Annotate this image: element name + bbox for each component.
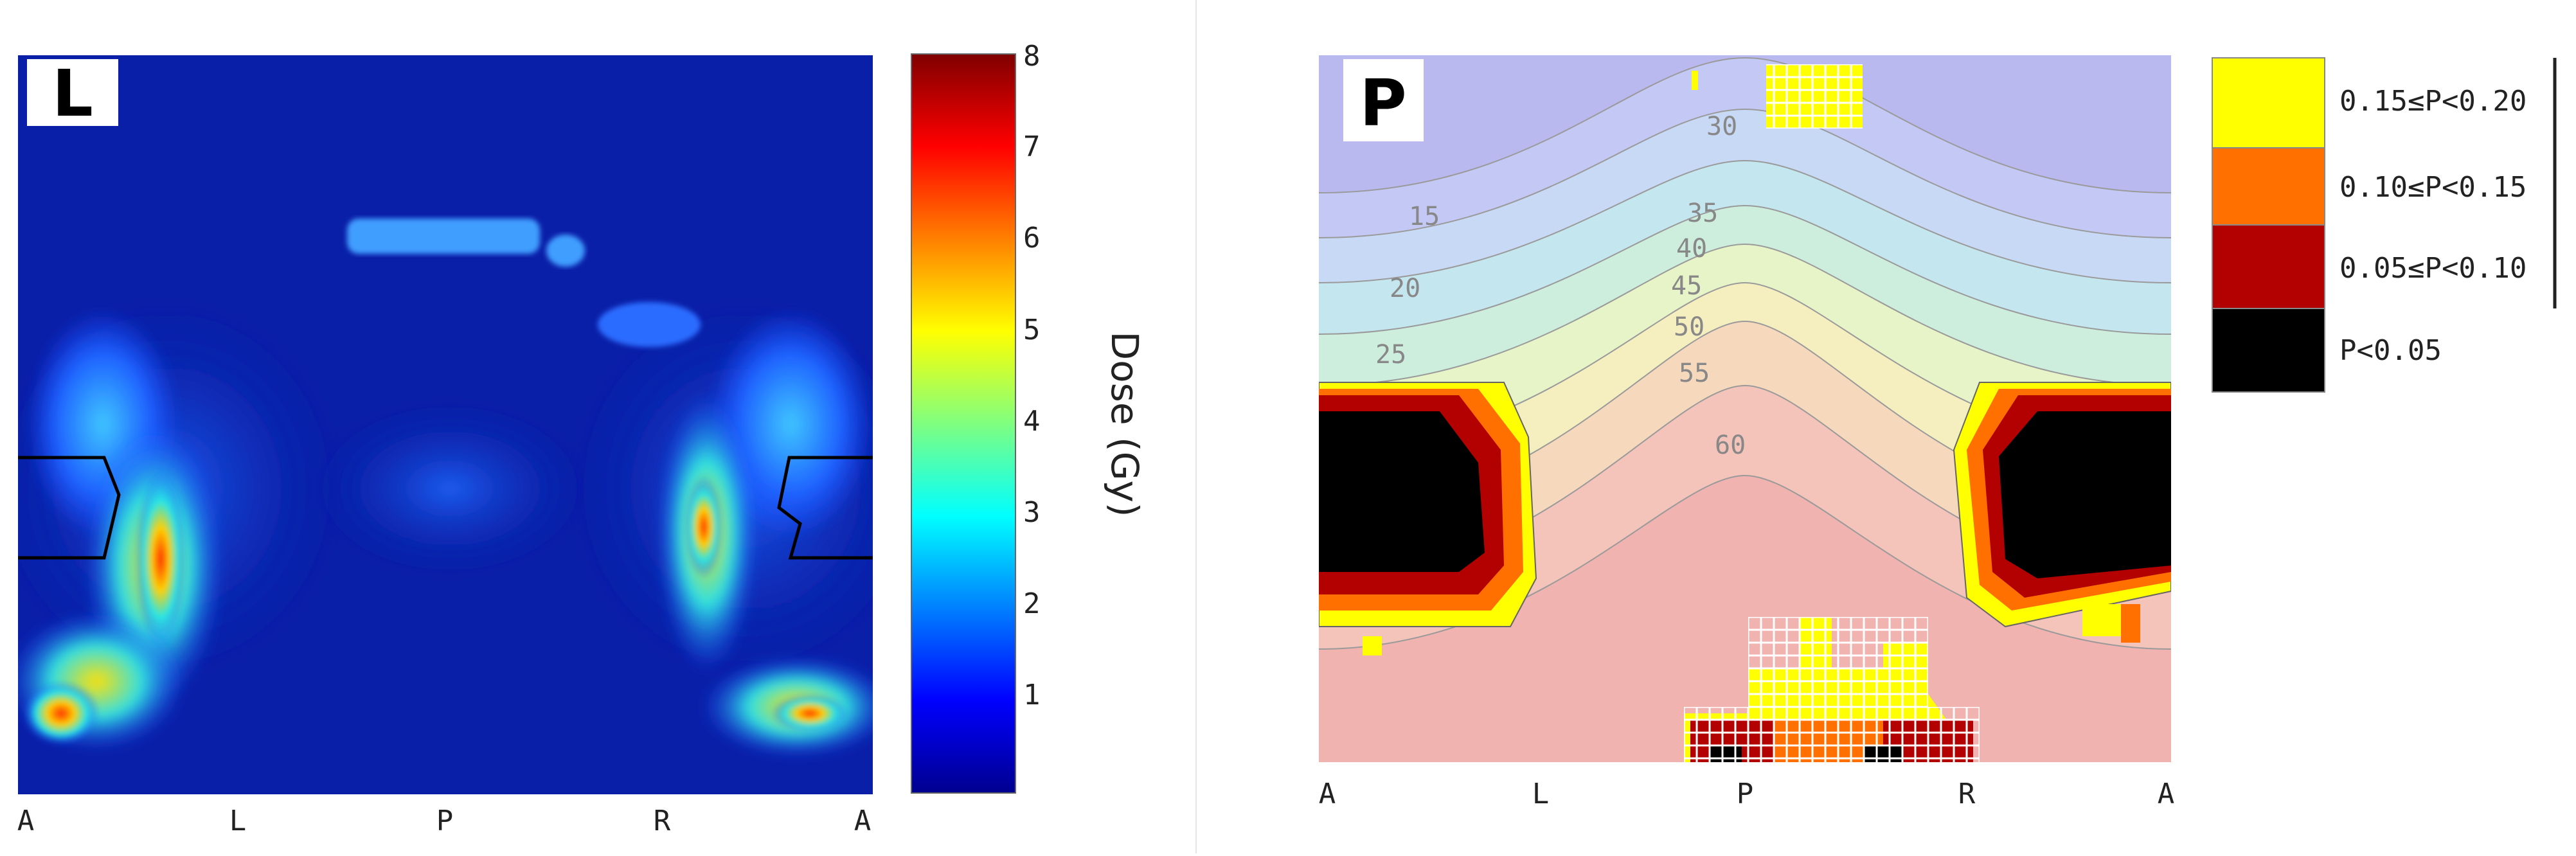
colorbar-tick-3: 3 [1023, 496, 1041, 529]
legend-swatch-1 [2212, 147, 2325, 226]
colorbar-tick-1: 1 [1023, 679, 1041, 711]
legend-label-1: 0.10≤P<0.15 [2339, 171, 2527, 204]
dose-x-tick-p: P [436, 805, 454, 837]
p-legend: 0.15≤P<0.20 0.10≤P<0.15 0.05≤P<0.10 P<0.… [2212, 57, 2557, 393]
p-x-tick-p: P [1737, 778, 1754, 810]
p-significance-regions [1319, 64, 2171, 762]
panel-divider [1195, 0, 1197, 853]
p-x-tick-l: L [1532, 778, 1550, 810]
contour-label-20: 20 [1390, 274, 1420, 303]
p-panel-letter: P [1359, 66, 1406, 141]
dose-x-tick-l: L [229, 805, 247, 837]
dose-colorbar [911, 53, 1016, 794]
dose-colorbar-ticks: 8 7 6 5 4 3 2 1 [1023, 40, 1041, 711]
p-panel: 30 35 40 45 50 55 60 15 20 25 [1197, 0, 2576, 853]
dose-x-tick-a-right: A [854, 805, 872, 837]
dose-x-tick-r: R [654, 805, 671, 837]
colorbar-tick-4: 4 [1023, 405, 1041, 438]
p-x-tick-r: R [1958, 778, 1976, 810]
p-contour-labels: 30 35 40 45 50 55 60 15 20 25 [1375, 112, 1746, 460]
contour-label-40: 40 [1676, 234, 1707, 263]
dose-panel-letter: L [52, 56, 93, 131]
contour-label-35: 35 [1687, 199, 1718, 228]
colorbar-tick-8: 8 [1023, 40, 1041, 73]
p-contour-bands [1319, 57, 2171, 762]
dose-x-tick-a-left: A [17, 805, 35, 837]
colorbar-tick-6: 6 [1023, 222, 1041, 254]
colorbar-tick-5: 5 [1023, 314, 1041, 346]
p-x-tick-a-left: A [1319, 778, 1336, 810]
dose-panel: L A L P R A 8 7 6 5 4 3 2 1 Dose (Gy) [0, 0, 1195, 853]
legend-label-3: P<0.05 [2339, 334, 2442, 367]
contour-label-30: 30 [1706, 112, 1737, 141]
contour-label-15: 15 [1409, 202, 1440, 231]
colorbar-tick-2: 2 [1023, 587, 1041, 620]
legend-swatch-0 [2212, 57, 2325, 148]
p-x-ticks: A L P R A [1319, 778, 2175, 810]
legend-swatch-3 [2212, 308, 2325, 393]
contour-label-60: 60 [1715, 431, 1746, 460]
contour-label-50: 50 [1674, 312, 1704, 342]
dose-colorbar-label: Dose (Gy) [1103, 331, 1147, 517]
p-panel-letter-box [1343, 59, 1424, 141]
legend-swatch-2 [2212, 224, 2325, 309]
p-heatmap-svg: 30 35 40 45 50 55 60 15 20 25 [1319, 55, 2557, 810]
dose-x-ticks: A L P R A [17, 805, 872, 837]
legend-label-0: 0.15≤P<0.20 [2339, 85, 2527, 118]
dose-heatmap-svg: L A L P R A 8 7 6 5 4 3 2 1 Dose (Gy) [17, 40, 1147, 837]
contour-label-45: 45 [1671, 271, 1702, 301]
p-x-tick-a-right: A [2158, 778, 2175, 810]
legend-label-2: 0.05≤P<0.10 [2339, 252, 2527, 285]
dose-panel-letter-box [27, 59, 118, 126]
contour-label-55: 55 [1679, 359, 1710, 388]
colorbar-tick-7: 7 [1023, 130, 1041, 163]
contour-label-25: 25 [1375, 340, 1406, 370]
